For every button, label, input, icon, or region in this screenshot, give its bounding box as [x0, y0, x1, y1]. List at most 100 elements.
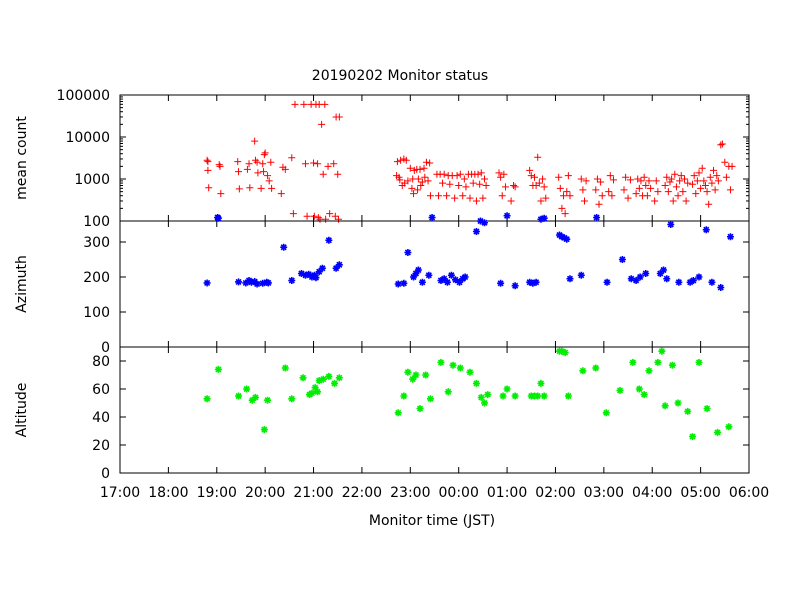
mean-count-point	[331, 212, 339, 220]
mean-count-point	[579, 186, 587, 194]
mean-count-point	[417, 182, 425, 190]
altitude-point	[674, 399, 682, 407]
altitude-point	[511, 392, 519, 400]
altitude-point	[335, 374, 343, 382]
mean-count-point	[530, 173, 538, 181]
mean-count-point	[537, 197, 545, 205]
mean-count-point	[711, 186, 719, 194]
mean-count-point	[414, 186, 422, 194]
altitude-point	[703, 405, 711, 413]
altitude-point	[629, 358, 637, 366]
mean-count-point	[268, 184, 276, 192]
altitude-point	[235, 392, 243, 400]
azimuth-point	[214, 214, 222, 222]
altitude-point	[400, 392, 408, 400]
azimuth-point	[301, 271, 309, 279]
azimuth-point	[332, 264, 340, 272]
mean-count-point	[684, 179, 692, 187]
x-tick-label: 03:00	[584, 485, 624, 501]
mean-count-point	[634, 175, 642, 183]
azimuth-point	[540, 214, 548, 222]
y-tick-label: 10000	[65, 130, 110, 146]
mean-count-point	[606, 172, 614, 180]
mean-count-point	[326, 210, 334, 218]
mean-count-point	[558, 204, 566, 212]
azimuth-point	[394, 280, 402, 288]
y-tick-label: 100000	[57, 88, 110, 104]
altitude-point	[299, 374, 307, 382]
mean-count-point	[246, 184, 254, 192]
mean-count-point	[310, 159, 318, 167]
mean-count-point	[708, 179, 716, 187]
y-tick-label: 1000	[74, 172, 110, 188]
mean-count-point	[251, 137, 259, 145]
altitude-point	[308, 389, 316, 397]
altitude-point	[409, 375, 417, 383]
x-tick-label: 19:00	[197, 485, 237, 501]
y-axis-label: mean count	[14, 116, 30, 200]
mean-count-point	[677, 172, 685, 180]
mean-count-point	[205, 184, 213, 192]
altitude-point	[416, 405, 424, 413]
mean-count-point	[697, 184, 705, 192]
y-axis-label: Azimuth	[14, 255, 30, 313]
mean-count-point	[300, 100, 308, 108]
x-tick-label: 05:00	[680, 485, 720, 501]
mean-count-point	[701, 182, 709, 190]
mean-count-point	[404, 177, 412, 185]
altitude-point	[422, 371, 430, 379]
mean-count-point	[480, 175, 488, 183]
mean-count-point	[728, 162, 736, 170]
mean-count-point	[402, 156, 410, 164]
mean-count-point	[303, 212, 311, 220]
mean-count-point	[654, 188, 662, 196]
altitude-point	[558, 347, 566, 355]
altitude-point	[714, 428, 722, 436]
x-tick-label: 22:00	[342, 485, 382, 501]
mean-count-point	[257, 184, 265, 192]
mean-count-point	[259, 160, 267, 168]
mean-count-point	[424, 177, 432, 185]
altitude-point	[311, 384, 319, 392]
mean-count-point	[235, 185, 243, 193]
azimuth-point	[667, 221, 675, 228]
mean-count-point	[460, 175, 468, 183]
mean-count-point	[261, 149, 269, 157]
azimuth-point	[503, 212, 511, 220]
altitude-point	[314, 388, 322, 396]
azimuth-point	[627, 275, 635, 283]
mean-count-point	[321, 100, 329, 108]
azimuth-point	[443, 278, 451, 286]
azimuth-point	[702, 226, 710, 234]
mean-count-point	[580, 197, 588, 205]
mean-count-point	[705, 200, 713, 208]
azimuth-point	[264, 279, 272, 287]
mean-count-point	[664, 188, 672, 196]
mean-count-point	[669, 197, 677, 205]
mean-count-point	[253, 158, 261, 166]
azimuth-point	[511, 282, 519, 290]
azimuth-point	[253, 280, 261, 288]
mean-count-point	[726, 186, 734, 194]
mean-count-point	[637, 177, 645, 185]
azimuth-point	[593, 214, 601, 221]
mean-count-point	[217, 190, 225, 198]
azimuth-point	[476, 217, 484, 225]
azimuth-point	[242, 279, 250, 287]
mean-count-point	[679, 188, 687, 196]
altitude-point	[725, 423, 733, 431]
altitude-point	[534, 392, 542, 400]
mean-count-point	[635, 184, 643, 192]
azimuth-point	[318, 264, 326, 272]
altitude-point	[561, 349, 569, 357]
mean-count-point	[440, 170, 448, 178]
azimuth-point	[447, 271, 455, 279]
x-axis-ticks: 17:00 18:00 19:00 20:00 21:00 22:00 23:00 00:00…	[100, 485, 769, 501]
mean-count-point	[693, 177, 701, 185]
y-axis-label: Altitude	[14, 383, 30, 438]
mean-count-point	[540, 183, 548, 191]
mean-count-point	[535, 179, 543, 187]
mean-count-point	[291, 100, 299, 108]
mean-count-point	[497, 173, 505, 181]
